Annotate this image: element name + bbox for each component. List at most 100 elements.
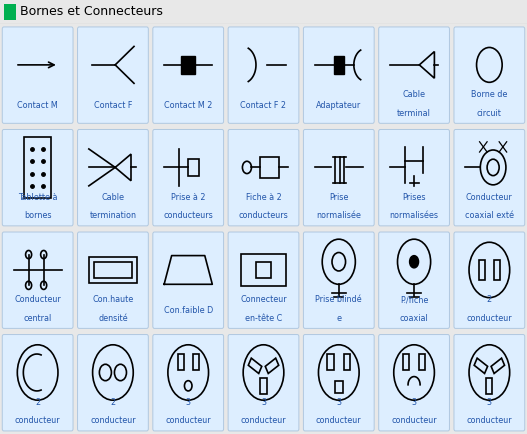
Text: conducteurs: conducteurs [239,211,288,220]
Bar [188,159,199,176]
Bar [344,354,350,371]
Text: Contact F 2: Contact F 2 [240,102,287,110]
Text: normalisée: normalisée [316,211,361,220]
Text: conducteur: conducteur [391,416,437,425]
FancyBboxPatch shape [379,129,450,226]
Text: conducteur: conducteur [466,416,512,425]
Text: 2: 2 [487,295,492,304]
FancyBboxPatch shape [77,232,148,329]
Text: central: central [24,314,52,322]
FancyBboxPatch shape [2,27,73,123]
Text: conducteur: conducteur [466,314,512,322]
FancyBboxPatch shape [304,335,374,431]
FancyBboxPatch shape [379,232,450,329]
Text: conducteur: conducteur [15,416,61,425]
Text: 2: 2 [35,398,40,407]
Text: Fiche à 2: Fiche à 2 [246,193,281,202]
FancyBboxPatch shape [77,335,148,431]
FancyBboxPatch shape [228,335,299,431]
Text: Con.haute: Con.haute [92,295,133,304]
Text: Tablette à: Tablette à [18,193,57,202]
Bar [479,260,485,280]
FancyBboxPatch shape [454,335,525,431]
Text: Contact M: Contact M [17,102,58,110]
Bar [94,262,132,278]
FancyBboxPatch shape [228,27,299,123]
Text: conducteur: conducteur [165,416,211,425]
FancyBboxPatch shape [228,129,299,226]
Text: Prise à 2: Prise à 2 [171,193,206,202]
Bar [241,253,286,286]
FancyBboxPatch shape [228,232,299,329]
Text: normalisées: normalisées [389,211,438,220]
Text: terminal: terminal [397,108,431,118]
FancyBboxPatch shape [153,232,223,329]
Bar [193,354,199,371]
Text: Con.faible D: Con.faible D [163,306,213,316]
FancyBboxPatch shape [2,129,73,226]
Text: bornes: bornes [24,211,52,220]
Bar [178,354,184,371]
Text: Adaptateur: Adaptateur [316,102,362,110]
Text: coaxial: coaxial [399,314,428,322]
Text: Prise: Prise [329,193,348,202]
Text: conducteurs: conducteurs [163,211,213,220]
Text: termination: termination [90,211,136,220]
Bar [265,358,279,374]
FancyBboxPatch shape [304,232,374,329]
FancyBboxPatch shape [379,335,450,431]
Bar [260,157,279,178]
Bar [256,262,271,278]
Bar [419,354,425,371]
Bar [89,256,137,283]
Text: conducteur: conducteur [316,416,362,425]
Text: densité: densité [98,314,128,322]
Text: Connecteur: Connecteur [240,295,287,304]
Text: 3: 3 [186,398,191,407]
FancyBboxPatch shape [304,27,374,123]
Bar [24,137,51,198]
Bar [494,260,500,280]
Text: Contact M 2: Contact M 2 [164,102,212,110]
Bar [327,354,334,371]
Bar [403,354,409,371]
Text: Bornes et Connecteurs: Bornes et Connecteurs [20,5,163,18]
FancyBboxPatch shape [454,27,525,123]
FancyBboxPatch shape [2,232,73,329]
FancyBboxPatch shape [454,129,525,226]
Text: Cable: Cable [101,193,124,202]
FancyBboxPatch shape [77,129,148,226]
FancyBboxPatch shape [304,129,374,226]
Text: en-tête C: en-tête C [245,314,282,322]
Bar [181,56,195,74]
Text: Prises: Prises [402,193,426,202]
FancyBboxPatch shape [153,27,223,123]
Text: Conducteur: Conducteur [14,295,61,304]
Text: Contact F: Contact F [94,102,132,110]
Bar [491,358,504,374]
FancyBboxPatch shape [2,335,73,431]
Bar [260,378,267,394]
Text: 3: 3 [412,398,416,407]
Bar [335,381,343,393]
Text: 3: 3 [336,398,341,407]
Text: Cable: Cable [403,90,426,99]
Text: 3: 3 [487,398,492,407]
Bar [248,358,262,374]
Text: coaxial exté: coaxial exté [465,211,514,220]
Text: Prise blindé: Prise blindé [316,295,362,304]
Text: Borne de: Borne de [471,90,508,99]
FancyBboxPatch shape [379,27,450,123]
Text: 3: 3 [261,398,266,407]
Text: Conducteur: Conducteur [466,193,513,202]
FancyBboxPatch shape [153,129,223,226]
Text: conducteur: conducteur [90,416,136,425]
Text: 2: 2 [110,398,115,407]
Circle shape [409,256,418,268]
FancyBboxPatch shape [77,27,148,123]
FancyBboxPatch shape [153,335,223,431]
Bar [486,378,492,394]
Text: P./fiche: P./fiche [400,295,428,304]
Bar [4,4,16,20]
Bar [474,358,487,374]
